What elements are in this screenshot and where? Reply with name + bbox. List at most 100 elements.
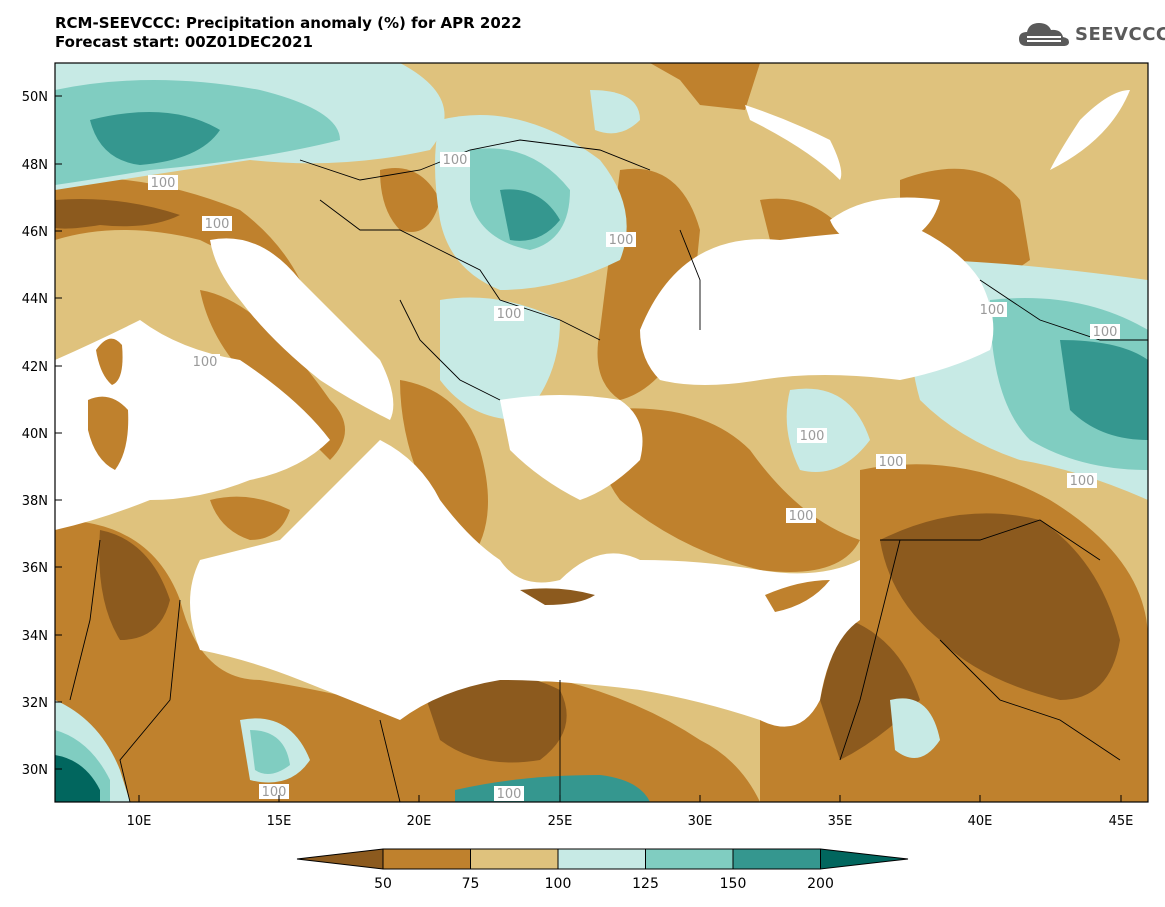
svg-text:25E: 25E xyxy=(548,814,573,829)
anomaly-field xyxy=(55,63,1148,802)
contour-label: 100 xyxy=(148,175,178,191)
contour-label: 100 xyxy=(977,302,1007,318)
border-line-10 xyxy=(119,599,181,802)
svg-text:20E: 20E xyxy=(407,814,432,829)
lon-tick: 45E xyxy=(1109,795,1133,829)
lat-tick: 38N xyxy=(22,494,62,509)
svg-text:100: 100 xyxy=(443,153,468,168)
contour-label: 100 xyxy=(1067,473,1097,489)
contour-label: 100 xyxy=(797,428,827,444)
border-line-5 xyxy=(839,539,901,761)
dnieper-reservoir xyxy=(745,105,842,180)
svg-text:10E: 10E xyxy=(127,814,152,829)
lat-tick: 30N xyxy=(22,763,62,778)
extreme-wet-algeria xyxy=(55,755,100,802)
svg-text:100: 100 xyxy=(497,787,522,802)
colorbar-label: 200 xyxy=(807,876,834,892)
contour-label: 100 xyxy=(494,306,524,322)
contour-label: 100 xyxy=(876,454,906,470)
contour-label: 100 xyxy=(202,216,232,232)
svg-text:100: 100 xyxy=(800,429,825,444)
wet-patch-balkans xyxy=(440,297,560,420)
dry-patch-hungary xyxy=(380,168,440,232)
colorbar-swatch xyxy=(732,848,821,870)
lon-tick: 40E xyxy=(968,795,992,829)
svg-text:100: 100 xyxy=(151,176,176,191)
lat-tick: 50N xyxy=(22,90,62,105)
contour-label: 100 xyxy=(786,508,816,524)
contour-label: 100 xyxy=(190,354,220,370)
border-line-9 xyxy=(379,719,401,802)
colorbar-swatch xyxy=(296,848,384,870)
border-line-1 xyxy=(299,139,651,181)
very-dry-alps xyxy=(55,199,180,229)
lat-tick: 44N xyxy=(22,292,62,307)
map-title: RCM-SEEVCCC: Precipitation anomaly (%) f… xyxy=(55,14,522,52)
dry-patch-north xyxy=(650,63,760,110)
colorbar-swatch xyxy=(382,848,471,870)
svg-text:100: 100 xyxy=(879,455,904,470)
svg-text:100: 100 xyxy=(789,509,814,524)
dry-patch-turkey-west xyxy=(597,408,860,572)
colorbar-label: 125 xyxy=(632,876,659,892)
svg-text:35E: 35E xyxy=(828,814,853,829)
svg-text:100: 100 xyxy=(1093,325,1118,340)
lat-axis: 50N 48N 46N 44N 42N 40N 38N 36N 34N 32N … xyxy=(22,90,62,778)
colorbar-label: 100 xyxy=(545,876,572,892)
svg-text:40N: 40N xyxy=(22,427,48,442)
svg-text:100: 100 xyxy=(609,233,634,248)
very-wet-carpathians xyxy=(500,189,560,241)
sea-of-azov xyxy=(830,197,940,250)
colorbar-label: 150 xyxy=(720,876,747,892)
svg-text:50N: 50N xyxy=(22,90,48,105)
seevccc-logo: SEEVCCC xyxy=(1017,20,1165,48)
very-wet-austria xyxy=(90,112,220,165)
sicily-island xyxy=(210,496,290,540)
svg-text:100: 100 xyxy=(497,307,522,322)
border-line-3 xyxy=(399,299,501,401)
country-borders xyxy=(69,139,1148,802)
lat-tick: 46N xyxy=(22,225,62,240)
title-line-1: RCM-SEEVCCC: Precipitation anomaly (%) f… xyxy=(55,14,522,32)
contour-label: 100 xyxy=(494,786,524,802)
border-line-7 xyxy=(880,519,1101,561)
svg-text:100: 100 xyxy=(193,355,218,370)
aegean-sea xyxy=(500,395,643,500)
lon-tick: 25E xyxy=(548,795,573,829)
cloud-logo-icon xyxy=(1019,23,1069,46)
wet-patch-ukraine xyxy=(590,90,640,134)
lat-tick: 42N xyxy=(22,360,62,375)
wet-core-libya xyxy=(250,730,290,774)
adriatic-sea xyxy=(210,238,394,420)
svg-text:48N: 48N xyxy=(22,158,48,173)
lon-tick: 20E xyxy=(407,795,432,829)
lat-tick: 40N xyxy=(22,427,62,442)
svg-text:36N: 36N xyxy=(22,561,48,576)
svg-text:100: 100 xyxy=(1070,474,1095,489)
colorbar-swatch xyxy=(470,848,559,870)
dry-patch-greece xyxy=(400,380,488,560)
contour-label: 100 xyxy=(440,152,470,168)
crete-island xyxy=(520,588,595,605)
svg-text:100: 100 xyxy=(205,217,230,232)
lon-tick: 30E xyxy=(688,795,713,829)
very-dry-tunisia xyxy=(99,530,170,640)
very-dry-libya xyxy=(420,672,567,763)
volga-reservoir xyxy=(1050,90,1130,170)
colorbar-swatch xyxy=(645,848,734,870)
wet-patch-anatolia xyxy=(786,388,870,472)
very-dry-syria-iraq xyxy=(880,513,1120,700)
svg-text:30E: 30E xyxy=(688,814,713,829)
svg-text:46N: 46N xyxy=(22,225,48,240)
dry-patch-north-africa xyxy=(55,520,760,802)
colorbar-swatch xyxy=(557,848,646,870)
border-line-4 xyxy=(679,229,701,330)
black-sea xyxy=(640,230,994,385)
border-line-6 xyxy=(939,639,1121,761)
tyrrhenian-sea xyxy=(55,320,330,530)
lat-tick: 36N xyxy=(22,561,62,576)
very-dry-jordan xyxy=(820,620,920,760)
contour-label: 100 xyxy=(606,232,636,248)
lon-tick: 10E xyxy=(127,795,152,829)
